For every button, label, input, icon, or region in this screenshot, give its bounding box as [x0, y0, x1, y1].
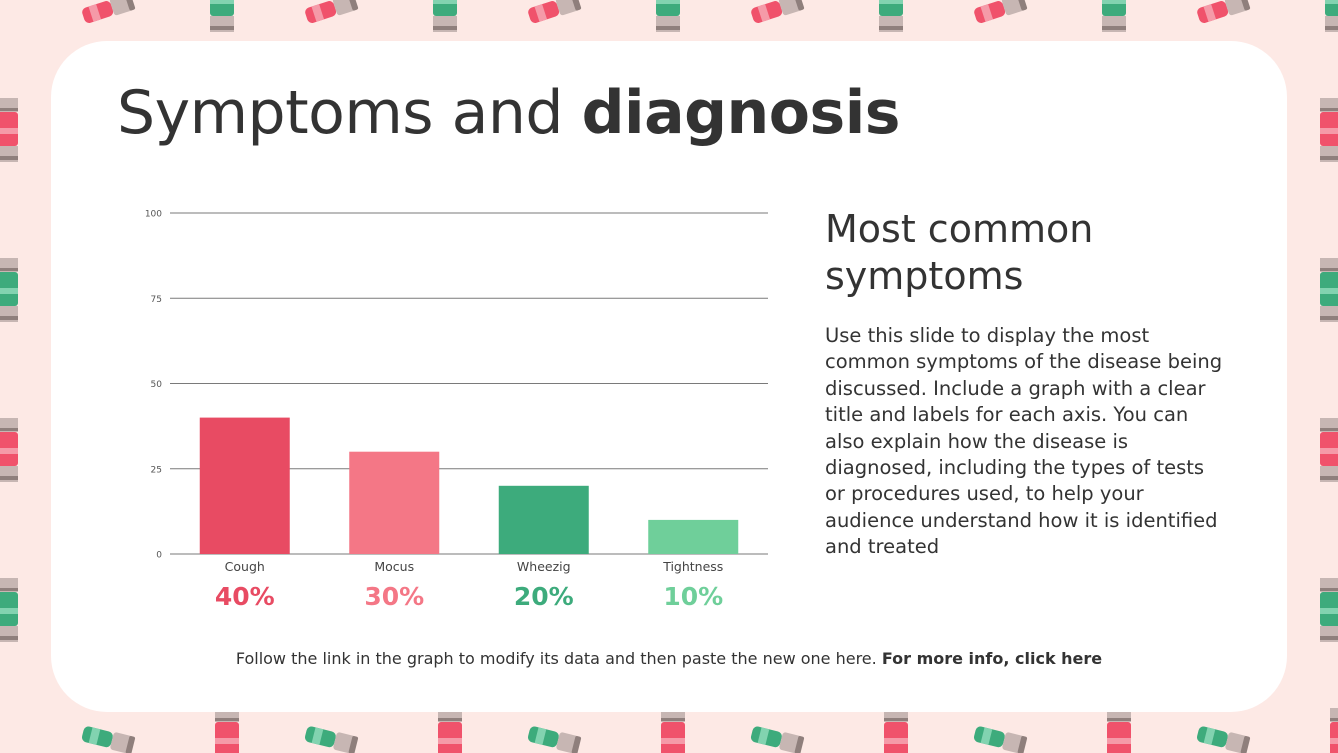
- inhaler-icon: [210, 0, 234, 32]
- inhaler-icon: [305, 0, 359, 23]
- percent-label: 20%: [514, 582, 574, 611]
- description-text: Use this slide to display the most commo…: [825, 324, 1223, 559]
- footer-text: Follow the link in the graph to modify i…: [235, 649, 882, 668]
- x-tick-label: Wheezig: [517, 559, 571, 574]
- inhaler-icon: [884, 708, 908, 753]
- inhaler-icon: [974, 0, 1028, 23]
- inhaler-icon: [1325, 0, 1338, 32]
- y-tick-label: 100: [145, 210, 162, 220]
- symptoms-bar-chart[interactable]: 0 25 50 75 100 Cough 40% Mocus 30% Wheezig 20% Tigh…: [130, 196, 780, 616]
- inhaler-icon: [879, 0, 903, 32]
- inhaler-icon: [1107, 708, 1131, 753]
- inhaler-icon: [656, 0, 680, 32]
- bar-wheezig: [498, 485, 589, 554]
- inhaler-icon: [82, 0, 136, 23]
- inhaler-icon: [1102, 0, 1126, 32]
- bar-mocus: [349, 451, 440, 554]
- inhaler-icon: [433, 0, 457, 32]
- y-tick-label: 0: [156, 551, 162, 561]
- inhaler-icon: [0, 98, 18, 162]
- bar-cough: [199, 417, 290, 554]
- inhaler-icon: [1320, 418, 1338, 482]
- inhaler-icon: [1196, 726, 1251, 753]
- symptoms-subtitle: Most common symptoms: [825, 207, 1094, 298]
- inhaler-icon: [0, 258, 18, 322]
- inhaler-icon: [1320, 578, 1338, 642]
- inhaler-icon: [528, 0, 582, 23]
- percent-label: 40%: [215, 582, 275, 611]
- inhaler-icon: [215, 708, 239, 753]
- x-tick-label: Mocus: [374, 559, 414, 574]
- percent-label: 10%: [663, 582, 723, 611]
- inhaler-icon: [81, 726, 136, 753]
- inhaler-icon: [751, 0, 805, 23]
- inhaler-icon: [661, 708, 685, 753]
- inhaler-icon: [973, 726, 1028, 753]
- page-title: Symptoms and diagnosis: [117, 78, 900, 148]
- x-tick-label: Tightness: [662, 559, 723, 574]
- bar-tightness: [648, 519, 739, 554]
- x-tick-label: Cough: [225, 559, 265, 574]
- title-regular: Symptoms and: [117, 78, 582, 148]
- slide-card: [51, 41, 1287, 712]
- y-tick-label: 50: [151, 380, 163, 390]
- footer-note: Follow the link in the graph to modify i…: [51, 649, 1287, 668]
- inhaler-icon: [1320, 98, 1338, 162]
- inhaler-icon: [1330, 708, 1338, 753]
- percent-label: 30%: [364, 582, 424, 611]
- inhaler-icon: [0, 418, 18, 482]
- inhaler-icon: [304, 726, 359, 753]
- y-tick-label: 75: [151, 295, 162, 305]
- inhaler-icon: [1197, 0, 1251, 23]
- inhaler-icon: [438, 708, 462, 753]
- inhaler-icon: [0, 578, 18, 642]
- inhaler-icon: [750, 726, 805, 753]
- y-tick-label: 25: [151, 465, 162, 475]
- more-info-link[interactable]: For more info, click here: [881, 649, 1103, 668]
- inhaler-icon: [1320, 258, 1338, 322]
- inhaler-icon: [527, 726, 582, 753]
- title-bold: diagnosis: [581, 78, 901, 148]
